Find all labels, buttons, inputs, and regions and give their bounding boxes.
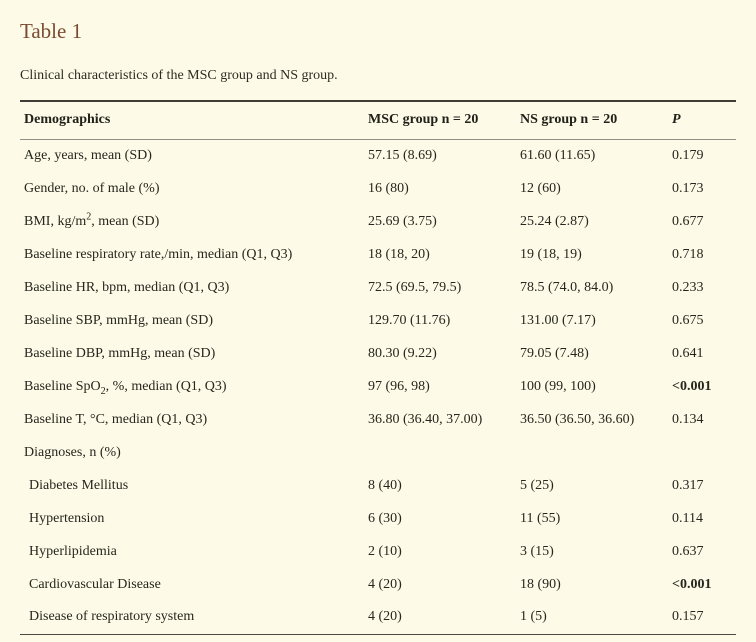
- p-value-cell: 0.641: [672, 345, 704, 361]
- row-label-cell: Baseline HR, bpm, median (Q1, Q3): [24, 279, 230, 295]
- row-label-cell: Diagnoses, n (%): [24, 444, 121, 460]
- p-value-cell: 0.134: [672, 411, 704, 427]
- column-header-demographics: Demographics: [20, 101, 364, 140]
- table-row: Baseline SpO2, %, median (Q1, Q3) 97 (96,…: [20, 370, 736, 403]
- table-row: Disease of respiratory system 4 (20) 1 (5)…: [20, 601, 736, 634]
- column-header-p-value: P: [668, 101, 736, 140]
- msc-value-cell: 25.69 (3.75): [368, 213, 437, 229]
- p-value-cell: 0.157: [672, 609, 704, 625]
- table-row: Baseline HR, bpm, median (Q1, Q3) 72.5 (6…: [20, 271, 736, 304]
- p-value-cell: <0.001: [672, 576, 712, 592]
- ns-value-cell: 25.24 (2.87): [520, 213, 589, 229]
- table-header-row: Demographics MSC group n = 20 NS group n…: [20, 101, 736, 140]
- table-row: Hypertension 6 (30) 11 (55) 0.114: [20, 502, 736, 535]
- ns-value-cell: 5 (25): [520, 477, 554, 493]
- msc-value-cell: 8 (40): [368, 477, 402, 493]
- table-row: Cardiovascular Disease 4 (20) 18 (90) <0.00…: [20, 568, 736, 601]
- table-body: Age, years, mean (SD) 57.15 (8.69) 61.60 (…: [20, 139, 736, 634]
- column-header-ns-group: NS group n = 20: [516, 101, 668, 140]
- ns-value-cell: 1 (5): [520, 609, 547, 625]
- table-title: Table 1: [20, 19, 83, 43]
- ns-value-cell: 100 (99, 100): [520, 378, 596, 394]
- table-row: Gender, no. of male (%) 16 (80) 12 (60) 0.1…: [20, 172, 736, 205]
- p-value-cell: <0.001: [672, 378, 712, 394]
- p-value-cell: 0.173: [672, 180, 704, 196]
- ns-value-cell: 19 (18, 19): [520, 246, 582, 262]
- msc-value-cell: 6 (30): [368, 510, 402, 526]
- ns-value-cell: 3 (15): [520, 543, 554, 559]
- row-label-cell: Age, years, mean (SD): [24, 147, 152, 163]
- p-value-cell: 0.637: [672, 543, 704, 559]
- clinical-characteristics-table: Demographics MSC group n = 20 NS group n…: [20, 100, 736, 635]
- table-row: Baseline respiratory rate,/min, median (…: [20, 238, 736, 271]
- p-value-cell: [668, 436, 736, 469]
- row-label-cell: Baseline DBP, mmHg, mean (SD): [24, 345, 216, 361]
- row-label-cell: Cardiovascular Disease: [29, 576, 161, 592]
- p-value-cell: 0.317: [672, 477, 704, 493]
- p-value-cell: 0.233: [672, 279, 704, 295]
- msc-value-cell: 4 (20): [368, 609, 402, 625]
- table-row: Baseline SBP, mmHg, mean (SD) 129.70 (11.…: [20, 304, 736, 337]
- msc-value-cell: 57.15 (8.69): [368, 147, 437, 163]
- ns-value-cell: 79.05 (7.48): [520, 345, 589, 361]
- msc-value-cell: 80.30 (9.22): [368, 345, 437, 361]
- ns-value-cell: 61.60 (11.65): [520, 147, 596, 163]
- ns-value-cell: 36.50 (36.50, 36.60): [520, 411, 635, 427]
- msc-value-cell: 72.5 (69.5, 79.5): [368, 279, 462, 295]
- table-row: Diabetes Mellitus 8 (40) 5 (25) 0.317: [20, 469, 736, 502]
- table-row: BMI, kg/m2, mean (SD) 25.69 (3.75) 25.24 (…: [20, 205, 736, 238]
- msc-value-cell: 97 (96, 98): [368, 378, 430, 394]
- msc-value-cell: 18 (18, 20): [368, 246, 430, 262]
- table-row: Age, years, mean (SD) 57.15 (8.69) 61.60 (…: [20, 139, 736, 172]
- p-value-cell: 0.114: [672, 510, 703, 526]
- row-label-cell: Baseline T, °C, median (Q1, Q3): [24, 411, 208, 427]
- ns-value-cell: [516, 436, 668, 469]
- table-header: Demographics MSC group n = 20 NS group n…: [20, 101, 736, 140]
- row-label-cell: Gender, no. of male (%): [24, 180, 160, 196]
- msc-value-cell: [364, 436, 516, 469]
- msc-value-cell: 4 (20): [368, 576, 402, 592]
- table-row: Hyperlipidemia 2 (10) 3 (15) 0.637: [20, 535, 736, 568]
- row-label-cell: Disease of respiratory system: [29, 609, 195, 625]
- table-row: Diagnoses, n (%): [20, 436, 736, 469]
- table-row: Baseline T, °C, median (Q1, Q3) 36.80 (36…: [20, 403, 736, 436]
- row-label-cell: Baseline SBP, mmHg, mean (SD): [24, 312, 213, 328]
- msc-value-cell: 129.70 (11.76): [368, 312, 451, 328]
- column-header-msc-group: MSC group n = 20: [364, 101, 516, 140]
- msc-value-cell: 16 (80): [368, 180, 409, 196]
- p-value-cell: 0.675: [672, 312, 704, 328]
- row-label-cell: Hypertension: [29, 510, 105, 526]
- ns-value-cell: 18 (90): [520, 576, 561, 592]
- row-label-cell: Diabetes Mellitus: [29, 477, 129, 493]
- row-label-cell: Hyperlipidemia: [29, 543, 117, 559]
- msc-value-cell: 36.80 (36.40, 37.00): [368, 411, 483, 427]
- ns-value-cell: 78.5 (74.0, 84.0): [520, 279, 614, 295]
- row-label-cell: Baseline SpO2, %, median (Q1, Q3): [24, 378, 227, 397]
- msc-value-cell: 2 (10): [368, 543, 402, 559]
- table-caption: Clinical characteristics of the MSC grou…: [20, 68, 338, 83]
- ns-value-cell: 131.00 (7.17): [520, 312, 596, 328]
- p-value-cell: 0.677: [672, 213, 704, 229]
- table-row: Baseline DBP, mmHg, mean (SD) 80.30 (9.22…: [20, 337, 736, 370]
- p-value-cell: 0.718: [672, 246, 704, 262]
- ns-value-cell: 12 (60): [520, 180, 561, 196]
- row-label-cell: BMI, kg/m2, mean (SD): [24, 210, 160, 229]
- ns-value-cell: 11 (55): [520, 510, 561, 526]
- row-label-cell: Baseline respiratory rate,/min, median (…: [24, 246, 293, 262]
- p-value-cell: 0.179: [672, 147, 704, 163]
